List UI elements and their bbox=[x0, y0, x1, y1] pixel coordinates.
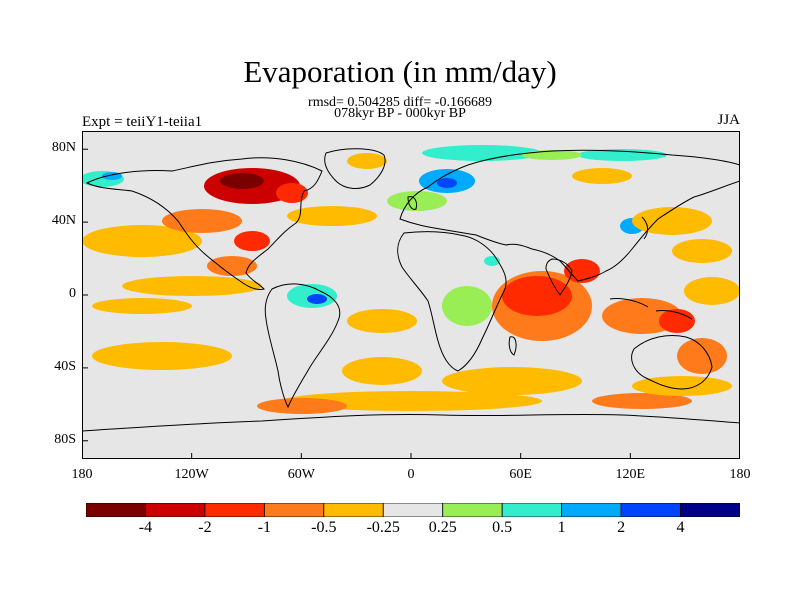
coastlines bbox=[82, 148, 740, 432]
patch-tatlantic-orange bbox=[347, 309, 417, 333]
patch-npacific-orange bbox=[82, 225, 202, 257]
patch-npacific-orange2 bbox=[162, 209, 242, 233]
patch-npacific-east-orange bbox=[672, 239, 732, 263]
patch-satlantic-orange bbox=[342, 357, 422, 385]
colorbar-box-5 bbox=[382, 503, 444, 517]
lat-label-3: 40S bbox=[54, 358, 76, 374]
europe-asia-coast bbox=[399, 149, 740, 282]
patch-scandinavia-navy bbox=[437, 178, 457, 188]
patch-indian-ocean-red2 bbox=[502, 276, 572, 316]
north-america-coast bbox=[85, 157, 323, 290]
colorbar bbox=[86, 503, 740, 517]
patch-hudson-red bbox=[276, 183, 308, 203]
lon-label-6: 180 bbox=[729, 467, 751, 482]
africa-coast bbox=[397, 231, 507, 372]
lat-label-2: 0 bbox=[69, 286, 76, 301]
japan-coast bbox=[641, 216, 649, 240]
lat-label-1: 40N bbox=[51, 213, 76, 229]
patch-spacific-orange bbox=[92, 342, 232, 370]
greenland-coast bbox=[324, 148, 386, 189]
lon-label-5: 120E bbox=[615, 467, 646, 482]
patch-europe-green bbox=[387, 191, 447, 211]
colorbar-label-0: -4 bbox=[138, 519, 153, 536]
patch-usa-red bbox=[234, 231, 270, 251]
patch-australia-east-red bbox=[677, 338, 727, 374]
lat-label-0: 80N bbox=[51, 140, 76, 156]
colorbar-box-1 bbox=[145, 503, 206, 517]
colorbar-box-8 bbox=[561, 503, 622, 517]
lon-label-2: 60W bbox=[287, 467, 315, 482]
patch-siberia-cyan bbox=[577, 149, 667, 161]
patch-wpacific-trop-orange bbox=[684, 277, 740, 305]
colorbar-box-0 bbox=[86, 503, 146, 517]
colorbar-box-4 bbox=[323, 503, 384, 517]
colorbar-label-3: -0.5 bbox=[311, 519, 337, 536]
colorbar-box-3 bbox=[263, 503, 325, 517]
lon-label-1: 120W bbox=[174, 467, 209, 482]
colorbar-box-6 bbox=[442, 503, 503, 517]
colorbar-box-2 bbox=[204, 503, 265, 517]
patch-canada-dark bbox=[220, 173, 264, 189]
patch-png-red bbox=[659, 309, 695, 333]
lon-label-0: 180 bbox=[71, 467, 93, 482]
indonesia-coast bbox=[609, 298, 693, 320]
patch-siberia-orange bbox=[572, 168, 632, 184]
map-ticks bbox=[82, 148, 740, 459]
colorbar-box-9 bbox=[620, 503, 681, 517]
patch-amazon-blue bbox=[307, 294, 327, 304]
uk-coast bbox=[407, 196, 417, 210]
antarctica-coast bbox=[82, 413, 740, 432]
evaporation-map bbox=[82, 131, 740, 459]
patch-southern-red bbox=[257, 398, 347, 414]
stats-line: rmsd= 0.504285 diff= -0.166689 bbox=[308, 95, 492, 110]
colorbar-label-8: 2 bbox=[617, 519, 626, 536]
colorbar-label-2: -1 bbox=[257, 519, 272, 536]
patch-southern-orange2 bbox=[632, 376, 732, 396]
patch-greenland-orange bbox=[347, 153, 387, 169]
lat-label-4: 80S bbox=[54, 431, 76, 447]
anomaly-patches bbox=[82, 145, 740, 414]
lon-label-4: 60E bbox=[509, 467, 532, 482]
colorbar-label-9: 4 bbox=[676, 519, 685, 536]
patch-arctic-cyan bbox=[422, 145, 542, 161]
madagascar-coast bbox=[508, 336, 517, 356]
patch-sindian-orange bbox=[442, 367, 582, 395]
colorbar-box-10 bbox=[680, 503, 740, 517]
experiment-label: Expt = teiiY1-teiia1 bbox=[82, 114, 203, 130]
patch-natlantic-orange bbox=[287, 206, 377, 226]
patch-wpacific-orange bbox=[632, 207, 712, 235]
patch-mexico-orange bbox=[207, 256, 257, 276]
india-coast bbox=[545, 258, 573, 296]
south-america-coast bbox=[264, 283, 341, 409]
patch-africa-green bbox=[442, 286, 492, 326]
patch-epacific-orange2 bbox=[92, 298, 192, 314]
chart-title: Evaporation (in mm/day) bbox=[243, 54, 557, 89]
colorbar-box-7 bbox=[501, 503, 563, 517]
colorbar-label-1: -2 bbox=[198, 519, 212, 536]
colorbar-label-6: 0.5 bbox=[492, 519, 513, 536]
period-line: 078kyr BP - 000kyr BP bbox=[334, 106, 466, 121]
patch-epacific-orange bbox=[122, 276, 262, 296]
season-label: JJA bbox=[717, 112, 740, 128]
colorbar-label-5: 0.25 bbox=[428, 519, 457, 536]
patch-southern-red2 bbox=[592, 393, 692, 409]
lon-label-3: 0 bbox=[407, 467, 415, 482]
colorbar-label-4: -0.25 bbox=[366, 519, 400, 536]
colorbar-label-7: 1 bbox=[557, 519, 566, 536]
australia-coast bbox=[631, 335, 713, 390]
